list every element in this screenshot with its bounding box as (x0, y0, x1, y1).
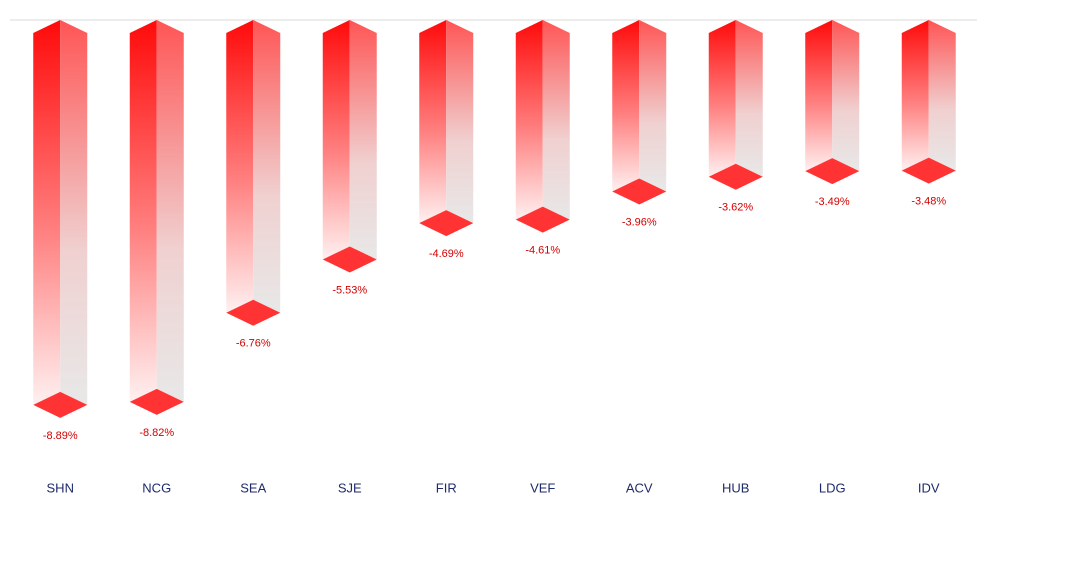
bar (322, 20, 377, 273)
x-tick-label: SEA (240, 480, 266, 495)
bar-right-face (928, 20, 956, 171)
x-tick-label: VEF (530, 480, 555, 495)
x-tick-label: ACV (626, 480, 653, 495)
value-label: -6.76% (236, 338, 271, 350)
bar-bottom-face (708, 163, 763, 190)
value-label: -3.48% (911, 196, 946, 208)
bar (129, 20, 184, 415)
bar-right-face (60, 20, 88, 405)
bar (805, 20, 860, 185)
bar (515, 20, 570, 233)
x-tick-label: LDG (819, 480, 846, 495)
bar (708, 20, 763, 190)
x-tick-label: SHN (47, 480, 74, 495)
bar-right-face (253, 20, 281, 313)
bar-right-face (349, 20, 377, 260)
value-label: -3.96% (622, 216, 657, 228)
bar-left-face (515, 20, 543, 220)
bar (226, 20, 281, 326)
bar-left-face (708, 20, 736, 177)
bar-left-face (226, 20, 254, 313)
value-label: -4.69% (429, 248, 464, 260)
bar (33, 20, 88, 418)
bar-bottom-face (612, 178, 667, 205)
x-tick-label: SJE (338, 480, 362, 495)
bar-left-face (129, 20, 157, 402)
x-tick-label: FIR (436, 480, 457, 495)
bar-bottom-face (129, 388, 184, 415)
bar-left-face (419, 20, 447, 224)
value-label: -4.61% (525, 245, 560, 257)
bar-right-face (156, 20, 184, 402)
bar-right-face (832, 20, 860, 172)
x-tick-label: NCG (142, 480, 171, 495)
bar-bottom-face (901, 157, 956, 184)
bar-right-face (446, 20, 474, 224)
bar-right-face (542, 20, 570, 220)
bar-left-face (901, 20, 929, 171)
bar (419, 20, 474, 237)
bar-left-face (33, 20, 61, 405)
x-tick-label: IDV (918, 480, 940, 495)
bar-left-face (805, 20, 833, 172)
bar-bottom-face (226, 299, 281, 326)
bar-left-face (322, 20, 350, 260)
value-label: -3.49% (815, 196, 850, 208)
value-label: -3.62% (718, 202, 753, 214)
bar (612, 20, 667, 205)
bar-bottom-face (419, 210, 474, 237)
value-label: -8.82% (139, 427, 174, 439)
bar-right-face (735, 20, 763, 177)
bar-bottom-face (33, 391, 88, 418)
bar-bottom-face (515, 206, 570, 233)
x-tick-label: HUB (722, 480, 749, 495)
bar-left-face (612, 20, 640, 192)
bar-right-face (639, 20, 667, 192)
bar-bottom-face (805, 158, 860, 185)
bar-bottom-face (322, 246, 377, 273)
value-label: -5.53% (332, 284, 367, 296)
bar (901, 20, 956, 184)
value-label: -8.89% (43, 430, 78, 442)
